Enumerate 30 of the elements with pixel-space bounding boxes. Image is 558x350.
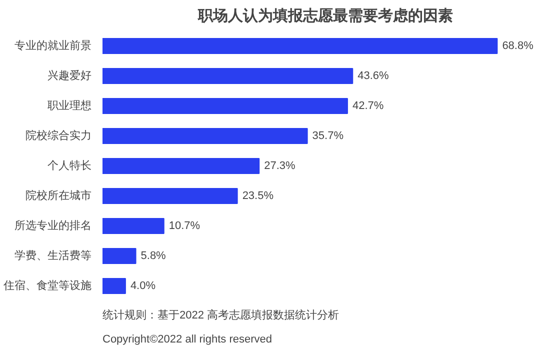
data-label: 5.8% bbox=[140, 250, 166, 262]
data-label: 42.7% bbox=[352, 100, 384, 112]
bar bbox=[102, 278, 126, 294]
y-tick-label: 兴趣爱好 bbox=[48, 69, 92, 82]
bar bbox=[102, 158, 260, 174]
bar bbox=[102, 128, 308, 144]
data-label: 68.8% bbox=[502, 40, 534, 52]
chart-title: 职场人认为填报志愿最需要考虑的因素 bbox=[197, 8, 453, 24]
text: 统计规则：基于2022 高考志愿填报数据统计分析 bbox=[102, 308, 340, 322]
data-label: 43.6% bbox=[358, 70, 390, 82]
y-tick-label: 个人特长 bbox=[48, 159, 92, 172]
y-tick-label: 专业的就业前景 bbox=[14, 39, 92, 52]
bar bbox=[102, 248, 136, 264]
data-label: 27.3% bbox=[264, 160, 296, 172]
y-tick-label: 所选专业的排名 bbox=[14, 219, 92, 232]
data-label: 35.7% bbox=[312, 130, 344, 142]
y-tick-label: 院校综合实力 bbox=[26, 129, 92, 142]
y-tick-label: 住宿、食堂等设施 bbox=[4, 279, 92, 292]
bar bbox=[102, 188, 238, 204]
bar bbox=[102, 38, 498, 54]
y-tick-label: 院校所在城市 bbox=[26, 189, 92, 202]
data-label: 23.5% bbox=[242, 190, 274, 202]
text: Copyright©2022 all rights reserved bbox=[102, 334, 272, 346]
bar bbox=[102, 218, 164, 234]
y-tick-label: 职业理想 bbox=[48, 99, 92, 112]
y-tick-label: 学费、生活费等 bbox=[14, 249, 92, 262]
bar bbox=[102, 98, 348, 114]
data-label: 4.0% bbox=[130, 280, 156, 292]
data-label: 10.7% bbox=[168, 220, 200, 232]
bar bbox=[102, 68, 354, 84]
